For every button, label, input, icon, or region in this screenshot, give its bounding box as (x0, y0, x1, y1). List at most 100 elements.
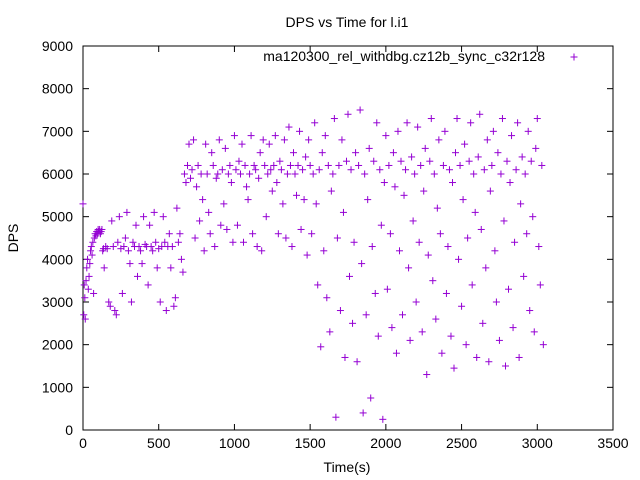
y-tick-label: 2000 (42, 337, 73, 353)
data-point (106, 302, 114, 310)
data-point (165, 230, 173, 238)
data-point (111, 307, 119, 315)
data-point (424, 251, 432, 259)
data-point (180, 170, 188, 178)
data-point (430, 170, 438, 178)
data-point (256, 149, 264, 157)
data-point (124, 247, 132, 255)
data-point (420, 187, 428, 195)
data-point (123, 208, 131, 216)
data-point (89, 238, 97, 246)
x-tick-label: 2000 (370, 435, 401, 451)
data-point (161, 238, 169, 246)
data-point (426, 157, 434, 165)
data-point (283, 170, 291, 178)
data-point (230, 132, 238, 140)
data-point (90, 289, 98, 297)
data-point (214, 170, 222, 178)
data-point (300, 196, 308, 204)
data-point (467, 119, 475, 127)
data-point (456, 161, 464, 169)
data-point (368, 243, 376, 251)
y-tick-label: 5000 (42, 209, 73, 225)
data-point (262, 213, 270, 221)
data-point (436, 230, 444, 238)
x-tick-label: 0 (79, 435, 87, 451)
legend-marker-symbol (570, 53, 578, 61)
data-point (445, 166, 453, 174)
data-point (103, 245, 111, 253)
data-point (226, 161, 234, 169)
data-point (144, 281, 152, 289)
data-point (244, 196, 252, 204)
data-point (273, 179, 281, 187)
data-point (444, 243, 452, 251)
data-point (326, 328, 334, 336)
data-point (479, 319, 487, 327)
data-point (100, 264, 108, 272)
data-point (274, 230, 282, 238)
data-point (280, 136, 288, 144)
data-point (359, 409, 367, 417)
data-point (265, 140, 273, 148)
x-tick-label: 3500 (597, 435, 628, 451)
data-point (235, 157, 243, 165)
data-point (358, 260, 366, 268)
data-point (397, 157, 405, 165)
data-point (120, 243, 128, 251)
data-point (162, 307, 170, 315)
data-point (174, 238, 182, 246)
data-point (408, 153, 416, 161)
data-point (134, 272, 142, 280)
data-point (470, 170, 478, 178)
data-point (364, 196, 372, 204)
data-points (79, 106, 547, 423)
data-point (81, 315, 89, 323)
data-point (152, 238, 160, 246)
data-point (448, 179, 456, 187)
x-tick-label: 1000 (219, 435, 250, 451)
data-point (190, 136, 198, 144)
data-point (455, 255, 463, 263)
data-point (88, 251, 96, 259)
data-point (480, 166, 488, 174)
data-point (517, 200, 525, 208)
data-point (403, 119, 411, 127)
data-point (355, 161, 363, 169)
data-point (312, 200, 320, 208)
data-point (158, 243, 166, 251)
data-point (353, 358, 361, 366)
data-point (258, 247, 266, 255)
data-point (115, 213, 123, 221)
data-point (341, 353, 349, 361)
data-point (465, 157, 473, 165)
data-point (87, 247, 95, 255)
data-point (395, 247, 403, 255)
data-point (203, 170, 211, 178)
y-tick-label: 6000 (42, 166, 73, 182)
data-point (215, 136, 223, 144)
data-point (112, 311, 120, 319)
data-point (474, 153, 482, 161)
data-point (494, 149, 502, 157)
data-point (439, 161, 447, 169)
data-point (250, 161, 258, 169)
data-point (224, 170, 232, 178)
data-point (458, 302, 466, 310)
data-point (315, 166, 323, 174)
data-point (338, 136, 346, 144)
data-point (462, 341, 470, 349)
data-point (365, 144, 373, 152)
data-point (336, 307, 344, 315)
data-point (320, 247, 328, 255)
data-point (156, 298, 164, 306)
data-point (530, 328, 538, 336)
data-point (147, 243, 155, 251)
data-point (286, 161, 294, 169)
data-point (323, 294, 331, 302)
data-point (146, 221, 154, 229)
data-point (259, 136, 267, 144)
data-point (461, 140, 469, 148)
data-point (321, 132, 329, 140)
data-point (482, 264, 490, 272)
